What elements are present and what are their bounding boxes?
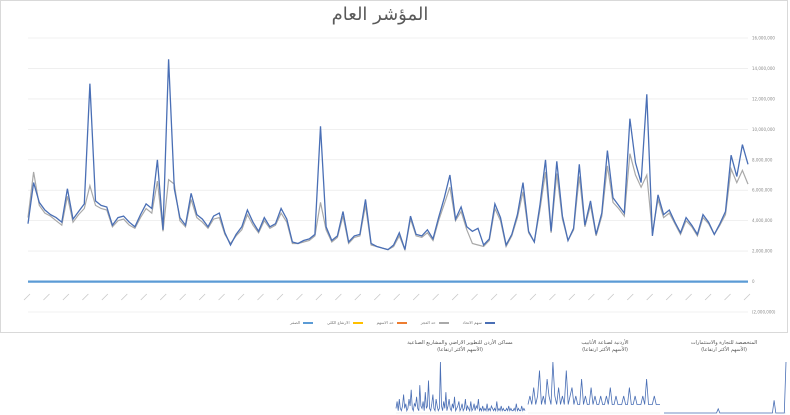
x-tick-mark-19 — [393, 293, 401, 301]
x-tick-mark-31 — [626, 293, 634, 301]
mini-chart-2-subtitle: (الأسهم الأكثر ارتفاعا) — [582, 347, 628, 353]
x-tick-mark-17 — [354, 293, 362, 301]
legend-swatch-3 — [396, 321, 407, 324]
mini-chart-2-title: الأردنية لصناعة الأنابيب (الأسهم الأكثر … — [540, 340, 670, 354]
mini-chart-2-name: الأردنية لصناعة الأنابيب — [581, 340, 629, 346]
x-tick-mark-14 — [296, 293, 303, 301]
legend-swatch-4 — [352, 321, 363, 324]
x-tick-mark-18 — [373, 293, 381, 301]
legend-label-5: الصفر — [290, 320, 301, 325]
y-tick-label-6: 10,000,000 — [752, 127, 775, 132]
y-tick-label-2: 2,000,000 — [752, 249, 773, 254]
x-tick-mark-3 — [82, 293, 89, 301]
y-tick-label-4: 6,000,000 — [752, 188, 773, 193]
legend-swatch-5 — [303, 321, 314, 324]
legend-swatch-1 — [484, 321, 495, 324]
x-tick-mark-10 — [218, 293, 225, 301]
x-tick-mark-20 — [412, 293, 420, 301]
legend-item-5: الصفر — [290, 320, 314, 325]
mini-chart-3-title: المتخصصة للتجارة والاستثمارات (الأسهم ال… — [660, 340, 788, 354]
x-tick-mark-2 — [62, 293, 70, 301]
x-tick-mark-33 — [665, 293, 673, 301]
x-tick-mark-5 — [121, 293, 128, 301]
mini-chart-3-line — [664, 361, 787, 414]
legend-label-1: سهم الاتحاد — [462, 320, 482, 325]
x-tick-mark-37 — [743, 293, 751, 301]
legend-label-4: الارتفاع الكلي — [327, 320, 350, 325]
x-tick-mark-11 — [237, 293, 245, 301]
mini-chart-3-name: المتخصصة للتجارة والاستثمارات — [690, 340, 758, 346]
mini-chart-3-subtitle: (الأسهم الأكثر ارتفاعا) — [701, 347, 747, 353]
x-tick-mark-22 — [451, 293, 459, 301]
x-tick-mark-13 — [276, 293, 284, 301]
mini-chart-1-subtitle: (الأسهم الأكثر ارتفاعا) — [437, 347, 483, 353]
x-tick-mark-1 — [43, 293, 50, 301]
legend-label-2: حد العجز — [420, 320, 436, 325]
x-tick-mark-35 — [704, 293, 712, 301]
y-tick-label-3: 4,000,000 — [752, 218, 773, 223]
x-tick-mark-4 — [101, 293, 109, 301]
x-tick-mark-16 — [335, 293, 342, 301]
mini-chart-2-line — [527, 361, 660, 405]
x-tick-mark-36 — [724, 293, 731, 301]
x-tick-mark-9 — [198, 293, 206, 301]
mini-chart-1-name: مساكن الأردن للتطوير الاراضي والمشاريع ا… — [407, 340, 513, 346]
x-tick-mark-21 — [432, 293, 439, 301]
legend-item-2: حد العجز — [421, 320, 449, 325]
mini-chart-1-line — [395, 361, 526, 413]
legend-item-1: سهم الاتحاد — [463, 320, 495, 325]
x-tick-mark-25 — [510, 293, 517, 301]
series-line-2 — [27, 153, 749, 252]
legend-item-3: حد الاسهم — [377, 320, 407, 325]
x-tick-mark-7 — [159, 293, 167, 301]
x-tick-mark-30 — [607, 293, 615, 301]
legend-label-3: حد الاسهم — [376, 320, 394, 325]
x-tick-mark-8 — [179, 293, 186, 301]
legend-item-4: الارتفاع الكلي — [327, 320, 363, 325]
x-tick-mark-34 — [685, 293, 692, 301]
chart-legend: سهم الاتحاد حد العجز حد الاسهم الارتفاع … — [290, 320, 495, 325]
y-tick-label-9: 16,000,000 — [752, 36, 775, 41]
y-tick-label-1: 0 — [752, 279, 755, 284]
series-line-1 — [27, 59, 749, 251]
legend-swatch-2 — [438, 321, 449, 324]
x-tick-mark-23 — [471, 293, 478, 301]
x-tick-mark-32 — [646, 293, 653, 301]
x-tick-mark-6 — [140, 293, 148, 301]
y-tick-label-8: 14,000,000 — [752, 66, 775, 71]
mini-chart-1-title: مساكن الأردن للتطوير الاراضي والمشاريع ا… — [395, 340, 525, 354]
y-tick-label-5: 8,000,000 — [752, 157, 773, 162]
x-tick-mark-24 — [490, 293, 498, 301]
x-tick-mark-28 — [568, 293, 576, 301]
y-tick-label-7: 12,000,000 — [752, 96, 775, 101]
x-tick-mark-27 — [549, 293, 556, 301]
x-tick-mark-0 — [23, 293, 31, 301]
main-chart-panel — [0, 0, 788, 333]
x-tick-mark-12 — [257, 293, 264, 301]
x-tick-mark-26 — [529, 293, 537, 301]
chart-title: المؤشر العام — [331, 4, 429, 25]
y-tick-label-0: (2,000,000) — [752, 310, 776, 315]
x-tick-mark-15 — [315, 293, 323, 301]
x-tick-mark-29 — [588, 293, 595, 301]
